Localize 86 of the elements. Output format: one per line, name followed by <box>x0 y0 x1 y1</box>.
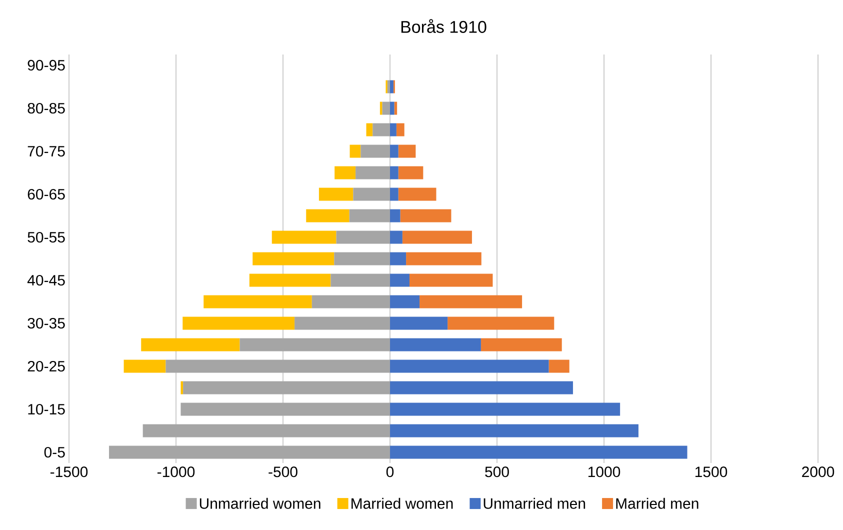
bar <box>252 252 334 266</box>
bar <box>124 360 166 373</box>
bar <box>396 123 404 136</box>
bar <box>141 338 240 352</box>
bar <box>240 338 390 352</box>
y-tick-label: 40-45 <box>27 274 65 286</box>
legend-label: Married women <box>352 498 453 509</box>
bar <box>142 424 390 438</box>
bar <box>398 166 424 180</box>
x-tick-label: 2000 <box>802 466 834 478</box>
bar <box>400 209 452 222</box>
bar <box>366 123 373 136</box>
y-tick-label: 10-15 <box>28 404 65 415</box>
chart-title: Borås 1910 <box>401 19 486 33</box>
bar <box>390 316 448 330</box>
bar <box>336 230 390 244</box>
bar <box>183 381 390 394</box>
legend-label: Married men <box>616 498 698 509</box>
bar <box>390 123 396 136</box>
bar <box>330 274 390 287</box>
bar <box>109 446 390 459</box>
bar <box>390 446 688 459</box>
bar <box>390 295 420 308</box>
y-tick-label: 80-85 <box>28 102 65 114</box>
bar <box>390 252 406 266</box>
bar <box>349 209 390 222</box>
bar <box>180 381 184 394</box>
bar <box>353 188 390 201</box>
bar <box>350 144 361 158</box>
y-tick-label: 0-5 <box>44 446 65 458</box>
bar <box>390 381 573 394</box>
bar <box>334 252 390 266</box>
legend-label: Unmarried men <box>484 498 586 509</box>
y-tick-label: 70-75 <box>28 146 65 157</box>
bar <box>272 230 336 244</box>
bar <box>480 338 562 352</box>
bar <box>306 209 350 222</box>
bar <box>398 144 416 158</box>
bar <box>312 295 390 308</box>
bar <box>382 102 390 115</box>
bar <box>390 80 394 94</box>
bar <box>390 360 549 373</box>
legend-label: Unmarried women <box>200 498 320 509</box>
bar <box>360 144 390 158</box>
y-tick-label: 50-55 <box>28 232 65 243</box>
bar <box>356 166 390 180</box>
bar <box>402 230 472 244</box>
bar <box>390 166 398 180</box>
bar <box>390 102 394 115</box>
y-tick-label: 60-65 <box>28 188 65 200</box>
x-tick-label: -1000 <box>157 466 195 478</box>
bar <box>166 360 390 373</box>
bar <box>204 295 312 308</box>
bar <box>180 402 390 416</box>
x-tick-label: 1500 <box>695 466 728 478</box>
x-tick-label: 0 <box>386 466 394 478</box>
bar <box>334 166 356 180</box>
y-tick-label: 30-35 <box>28 318 65 329</box>
bar <box>420 295 522 308</box>
bar <box>390 209 400 222</box>
x-tick-label: -1500 <box>50 466 88 478</box>
bar <box>398 188 436 201</box>
x-tick-label: -500 <box>268 466 298 478</box>
bar <box>390 274 410 287</box>
bar <box>182 316 295 330</box>
bar <box>548 360 570 373</box>
bar <box>390 188 398 201</box>
bar <box>390 230 402 244</box>
y-tick-label: 20-25 <box>28 360 65 372</box>
bar <box>448 316 554 330</box>
bar <box>390 402 620 416</box>
bar <box>380 102 382 115</box>
x-tick-label: 1000 <box>588 466 620 478</box>
bar <box>294 316 390 330</box>
bar <box>390 338 481 352</box>
x-tick-label: 500 <box>485 466 509 478</box>
bar <box>390 144 398 158</box>
y-tick-label: 90-95 <box>28 60 65 71</box>
bar <box>249 274 331 287</box>
bar <box>406 252 482 266</box>
bar <box>394 102 398 115</box>
bar <box>390 424 638 438</box>
bar <box>318 188 354 201</box>
bar <box>409 274 493 287</box>
bar <box>372 123 390 136</box>
bar <box>387 80 390 94</box>
